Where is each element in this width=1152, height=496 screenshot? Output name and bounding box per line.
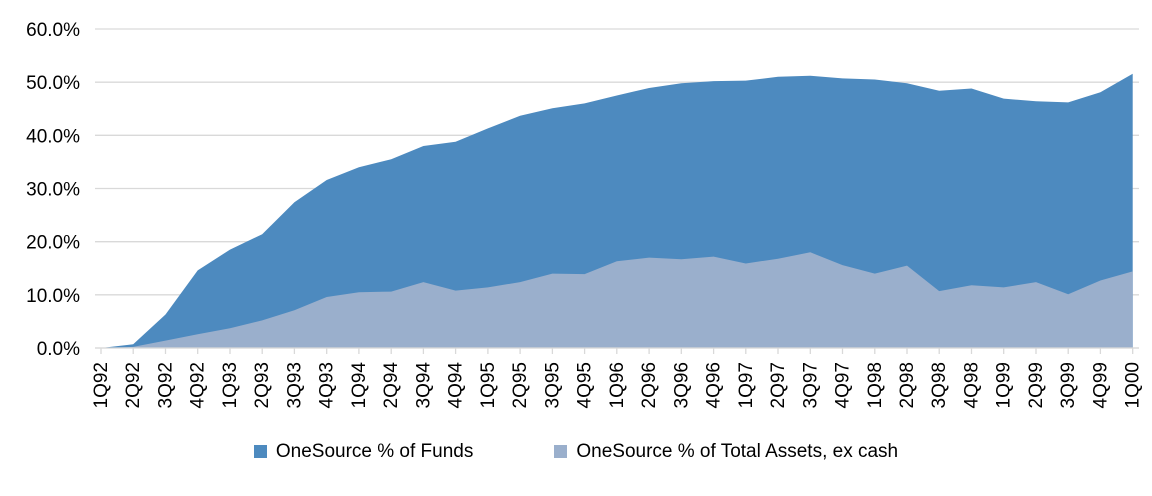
x-tick-label: 1Q95 [478,362,499,408]
x-tick-label: 4Q93 [317,362,338,408]
y-tick-label: 30.0% [26,180,80,201]
x-tick-label: 2Q98 [897,362,918,408]
x-tick-label: 1Q93 [220,362,241,408]
x-tick-label: 4Q97 [833,362,854,408]
x-tick-label: 3Q99 [1058,362,1079,408]
y-tick-label: 10.0% [26,286,80,307]
x-tick-label: 3Q94 [413,362,434,409]
legend-label-total-assets: OneSource % of Total Assets, ex cash [576,441,899,462]
chart-legend: OneSource % of Funds OneSource % of Tota… [0,442,1152,461]
legend-swatch-total-assets-icon [554,445,568,458]
x-tick-label: 4Q95 [575,362,596,408]
onesource-pct-of-total-assets-ex-cash-area [101,252,1133,348]
x-tick-label: 2Q96 [639,362,660,408]
x-tick-label: 1Q99 [994,362,1015,408]
x-tick-label: 2Q97 [768,362,789,408]
x-tick-label: 4Q94 [446,362,467,409]
legend-item-total-assets: OneSource % of Total Assets, ex cash [554,442,898,461]
x-tick-label: 1Q00 [1123,362,1144,408]
y-tick-label: 40.0% [26,126,80,147]
x-tick-label: 3Q96 [671,362,692,408]
x-tick-label: 2Q94 [381,362,402,409]
x-tick-label: 3Q98 [929,362,950,408]
x-tick-label: 3Q92 [156,362,177,408]
x-tick-label: 2Q99 [1026,362,1047,408]
x-tick-label: 3Q95 [542,362,563,408]
x-tick-label: 2Q93 [252,362,273,408]
x-tick-label: 3Q97 [800,362,821,408]
y-tick-label: 20.0% [26,233,80,254]
x-tick-label: 1Q96 [607,362,628,408]
x-tick-label: 1Q98 [865,362,886,408]
plot-area: 0.0% 10.0% 20.0% 30.0% 40.0% 50.0% 60.0% 1Q92 2Q… [26,20,1144,409]
legend-swatch-funds-icon [253,445,267,458]
x-tick-label: 4Q96 [704,362,725,408]
x-tick-label: 1Q94 [349,362,370,409]
legend-label-funds: OneSource % of Funds [275,441,474,462]
y-tick-label: 50.0% [26,73,80,94]
x-tick-label: 4Q98 [962,362,983,408]
y-tick-label: 0.0% [37,339,80,360]
x-tick-label: 1Q97 [736,362,757,408]
legend-item-funds: OneSource % of Funds [253,441,474,462]
x-tick-label: 1Q92 [91,362,112,408]
x-tick-label: 2Q92 [123,362,144,408]
x-tick-label: 4Q92 [188,362,209,408]
x-tick-label: 3Q93 [284,362,305,408]
x-tick-label: 4Q99 [1090,362,1111,408]
x-tick-label: 2Q95 [510,362,531,408]
y-tick-label: 60.0% [26,20,80,41]
